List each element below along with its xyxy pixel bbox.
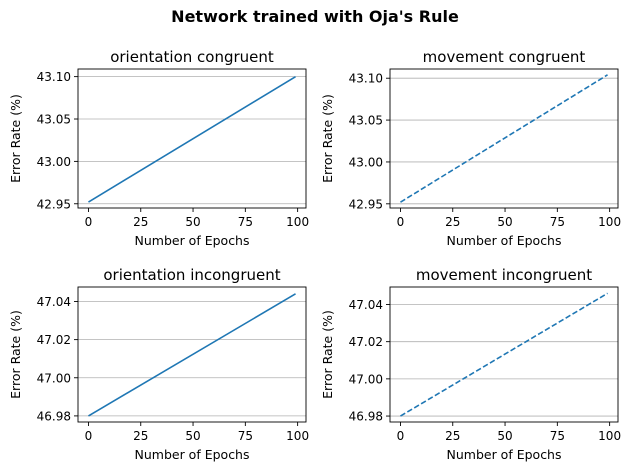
- axes-frame: [77, 68, 307, 209]
- axes-frame: [77, 286, 307, 423]
- y-tick-label: 46.98: [349, 410, 383, 424]
- y-tick-label: 43.05: [37, 113, 71, 127]
- x-tick-label: 25: [445, 429, 460, 443]
- chart-panel-2: 42.95 43.00 43.05 43.10 0 25 50 75 100 movement c…: [320, 48, 621, 248]
- x-tick-label: 0: [397, 215, 405, 229]
- x-axis-label: Number of Epochs: [447, 447, 562, 462]
- x-axis-label: Number of Epochs: [447, 233, 562, 248]
- x-tick-label: 75: [238, 215, 253, 229]
- y-tick-label: 43.00: [349, 155, 383, 169]
- series-line: [400, 74, 608, 203]
- x-tick-label: 100: [286, 429, 309, 443]
- y-axis-label: Error Rate (%): [8, 94, 23, 183]
- series-line: [88, 293, 296, 417]
- y-tick-label: 46.98: [37, 409, 71, 423]
- x-tick-label: 75: [238, 429, 253, 443]
- chart-panel-1: 42.95 43.00 43.05 43.10 0 25 50 75 100 orientatio…: [8, 48, 309, 248]
- figure-title: Network trained with Oja's Rule: [171, 7, 459, 26]
- y-axis-label: Error Rate (%): [320, 310, 335, 399]
- y-tick-label: 43.00: [37, 155, 71, 169]
- x-tick-label: 50: [185, 215, 200, 229]
- x-tick-label: 100: [598, 215, 621, 229]
- x-axis-label: Number of Epochs: [135, 233, 250, 248]
- axes-frame: [389, 286, 619, 423]
- x-axis-label: Number of Epochs: [135, 447, 250, 462]
- y-tick-label: 43.10: [349, 72, 383, 86]
- x-tick-label: 25: [133, 429, 148, 443]
- x-tick-label: 25: [133, 215, 148, 229]
- y-tick-label: 47.00: [37, 371, 71, 385]
- chart-panel-4: 46.98 47.00 47.02 47.04 0 25 50 75 100 movement i…: [320, 266, 621, 462]
- y-tick-label: 43.10: [37, 70, 71, 84]
- x-tick-label: 100: [286, 215, 309, 229]
- series-line: [400, 292, 608, 417]
- x-tick-label: 50: [497, 215, 512, 229]
- y-tick-label: 42.95: [349, 197, 383, 211]
- y-tick-label: 47.04: [349, 298, 383, 312]
- subplot-title: movement congruent: [423, 48, 586, 66]
- y-tick-label: 43.05: [349, 114, 383, 128]
- subplot-title: orientation congruent: [110, 48, 274, 66]
- subplot-title: orientation incongruent: [103, 266, 280, 284]
- x-tick-label: 0: [85, 429, 93, 443]
- y-tick-label: 42.95: [37, 197, 71, 211]
- x-tick-label: 75: [550, 429, 565, 443]
- y-tick-label: 47.04: [37, 295, 71, 309]
- series-line: [88, 75, 296, 203]
- y-axis-label: Error Rate (%): [320, 94, 335, 183]
- y-tick-label: 47.02: [349, 335, 383, 349]
- x-tick-label: 100: [598, 429, 621, 443]
- y-tick-label: 47.00: [349, 372, 383, 386]
- y-axis-label: Error Rate (%): [8, 310, 23, 399]
- axes-frame: [389, 68, 619, 209]
- x-tick-label: 50: [497, 429, 512, 443]
- x-tick-label: 75: [550, 215, 565, 229]
- subplot-title: movement incongruent: [416, 266, 592, 284]
- x-tick-label: 25: [445, 215, 460, 229]
- x-tick-label: 0: [397, 429, 405, 443]
- x-tick-label: 50: [185, 429, 200, 443]
- x-tick-label: 0: [85, 215, 93, 229]
- chart-panel-3: 46.98 47.00 47.02 47.04 0 25 50 75 100 orientatio…: [8, 266, 309, 462]
- y-tick-label: 47.02: [37, 333, 71, 347]
